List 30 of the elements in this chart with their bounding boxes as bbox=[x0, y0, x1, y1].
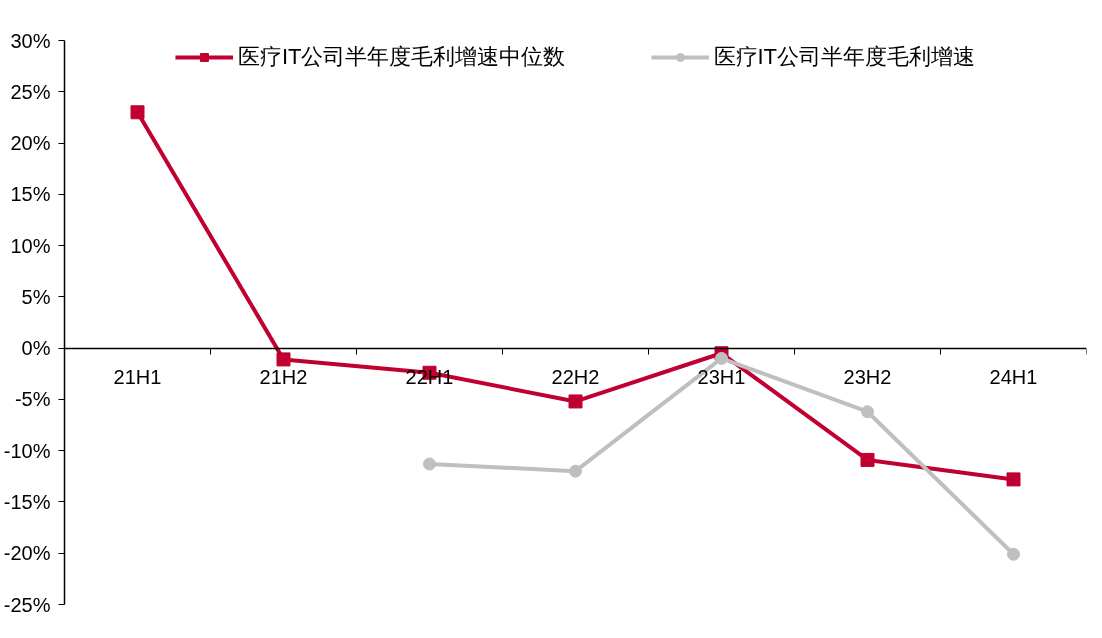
y-tick-label: 0% bbox=[21, 337, 51, 360]
point bbox=[569, 464, 582, 478]
x-tick-label: 22H2 bbox=[551, 366, 600, 389]
point bbox=[1006, 472, 1021, 487]
point bbox=[860, 452, 875, 467]
x-tick-label: 21H1 bbox=[113, 366, 162, 389]
x-tick-label: 24H1 bbox=[989, 366, 1038, 389]
point bbox=[861, 405, 874, 419]
y-tick-label: 30% bbox=[10, 29, 51, 52]
point bbox=[276, 352, 291, 367]
y-tick-label: -5% bbox=[14, 388, 51, 411]
point bbox=[423, 457, 436, 471]
y-tick-label: 20% bbox=[10, 132, 51, 155]
y-tick-label: 25% bbox=[10, 80, 51, 103]
legend-label: 医疗IT公司半年度毛利增速 bbox=[713, 43, 976, 71]
y-tick-label: -25% bbox=[3, 593, 51, 616]
y-tick-label: 10% bbox=[10, 234, 51, 257]
y-tick-label: -15% bbox=[3, 490, 51, 513]
point bbox=[1007, 547, 1020, 561]
x-tick-label: 21H2 bbox=[259, 366, 308, 389]
x-tick-label: 23H2 bbox=[843, 366, 892, 389]
y-tick-label: 5% bbox=[21, 285, 51, 308]
x-tick-label: 23H1 bbox=[697, 366, 746, 389]
y-tick-label: 15% bbox=[10, 183, 51, 206]
point bbox=[130, 105, 145, 120]
point bbox=[568, 394, 583, 409]
y-tick-label: -20% bbox=[3, 542, 51, 565]
legend-label: 医疗IT公司半年度毛利增速中位数 bbox=[237, 43, 566, 71]
y-tick-label: -10% bbox=[3, 439, 51, 462]
point bbox=[715, 351, 728, 365]
